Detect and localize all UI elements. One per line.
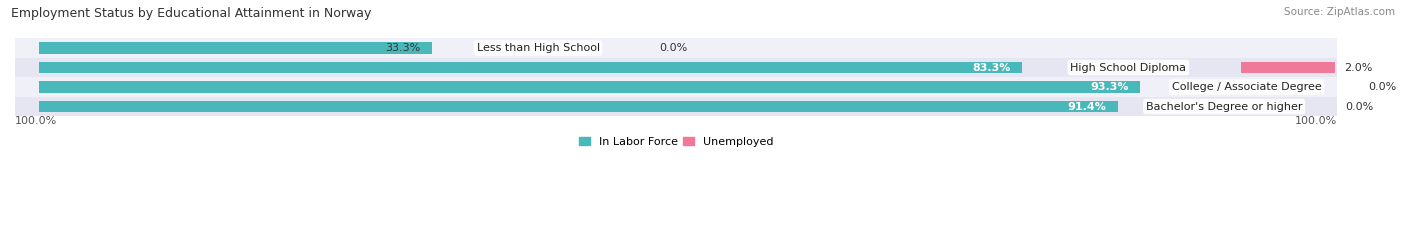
Bar <box>38 81 1140 93</box>
Text: College / Associate Degree: College / Associate Degree <box>1171 82 1322 92</box>
Legend: In Labor Force, Unemployed: In Labor Force, Unemployed <box>574 132 778 151</box>
Text: 0.0%: 0.0% <box>1346 102 1374 112</box>
Text: High School Diploma: High School Diploma <box>1070 62 1187 72</box>
Text: Less than High School: Less than High School <box>477 43 599 53</box>
Bar <box>38 42 432 54</box>
Bar <box>15 77 1337 97</box>
Bar <box>15 58 1337 77</box>
Bar <box>38 62 1022 73</box>
Text: 33.3%: 33.3% <box>385 43 420 53</box>
Text: Source: ZipAtlas.com: Source: ZipAtlas.com <box>1284 7 1395 17</box>
Text: 100.0%: 100.0% <box>15 116 58 126</box>
Bar <box>15 97 1337 116</box>
Text: 83.3%: 83.3% <box>972 62 1011 72</box>
Bar <box>1240 62 1336 73</box>
Bar <box>15 38 1337 58</box>
Bar <box>38 101 1118 112</box>
Text: Employment Status by Educational Attainment in Norway: Employment Status by Educational Attainm… <box>11 7 371 20</box>
Text: Bachelor's Degree or higher: Bachelor's Degree or higher <box>1146 102 1302 112</box>
Text: 0.0%: 0.0% <box>659 43 688 53</box>
Text: 100.0%: 100.0% <box>1295 116 1337 126</box>
Text: 91.4%: 91.4% <box>1067 102 1107 112</box>
Text: 0.0%: 0.0% <box>1368 82 1396 92</box>
Text: 2.0%: 2.0% <box>1344 62 1372 72</box>
Text: 93.3%: 93.3% <box>1090 82 1129 92</box>
